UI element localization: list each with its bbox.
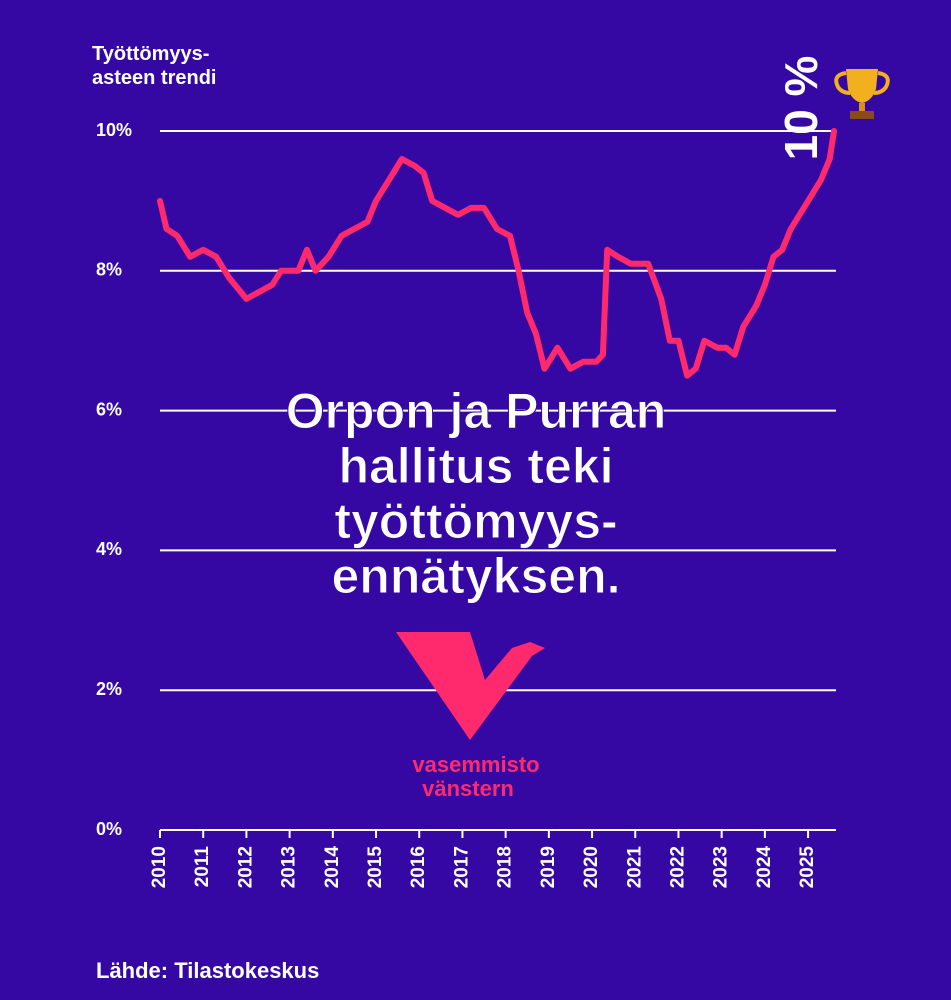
x-tick-label: 2020 — [581, 846, 602, 888]
x-tick-label: 2010 — [149, 846, 170, 888]
y-axis-label: Työttömyys- — [92, 43, 209, 65]
x-tick-label: 2021 — [624, 846, 645, 889]
headline-line: työttömyys- — [334, 493, 617, 549]
y-tick-label: 4% — [96, 539, 122, 559]
x-tick-label: 2015 — [365, 846, 386, 889]
x-tick-label: 2025 — [797, 846, 818, 889]
x-tick-label: 2012 — [235, 846, 256, 888]
y-tick-label: 10% — [96, 120, 132, 140]
x-tick-label: 2017 — [451, 846, 472, 888]
headline-line: ennätyksen. — [331, 548, 620, 604]
logo-text: vasemmisto — [412, 752, 539, 777]
x-tick-label: 2024 — [754, 846, 775, 889]
y-tick-label: 2% — [96, 679, 122, 699]
x-tick-label: 2019 — [538, 846, 559, 888]
x-tick-label: 2011 — [192, 846, 213, 888]
y-tick-label: 6% — [96, 399, 122, 419]
y-axis-label: asteen trendi — [92, 67, 216, 89]
x-tick-label: 2023 — [711, 846, 732, 888]
x-tick-label: 2013 — [279, 846, 300, 888]
headline-line: Orpon ja Purran — [286, 383, 667, 439]
y-tick-label: 0% — [96, 819, 122, 839]
logo: vasemmisto vänstern — [396, 632, 545, 801]
grid: 0% 2% 4% 6% 8% 10% 2010 2011 2012 2013 2014 2015 201… — [96, 120, 836, 889]
logo-text: vänstern — [422, 776, 514, 801]
y-tick-label: 8% — [96, 260, 122, 280]
x-tick-label: 2018 — [495, 846, 516, 888]
source: Lähde: Tilastokeskus — [96, 958, 319, 983]
x-tick-label: 2014 — [322, 846, 343, 889]
x-tick-label: 2016 — [408, 846, 429, 888]
trophy-icon — [834, 69, 890, 119]
peak-annotation: 10 % — [775, 56, 827, 161]
x-tick-label: 2022 — [667, 846, 688, 888]
headline-line: hallitus teki — [338, 438, 613, 494]
plot — [157, 128, 837, 379]
unemployment-line — [157, 128, 837, 379]
